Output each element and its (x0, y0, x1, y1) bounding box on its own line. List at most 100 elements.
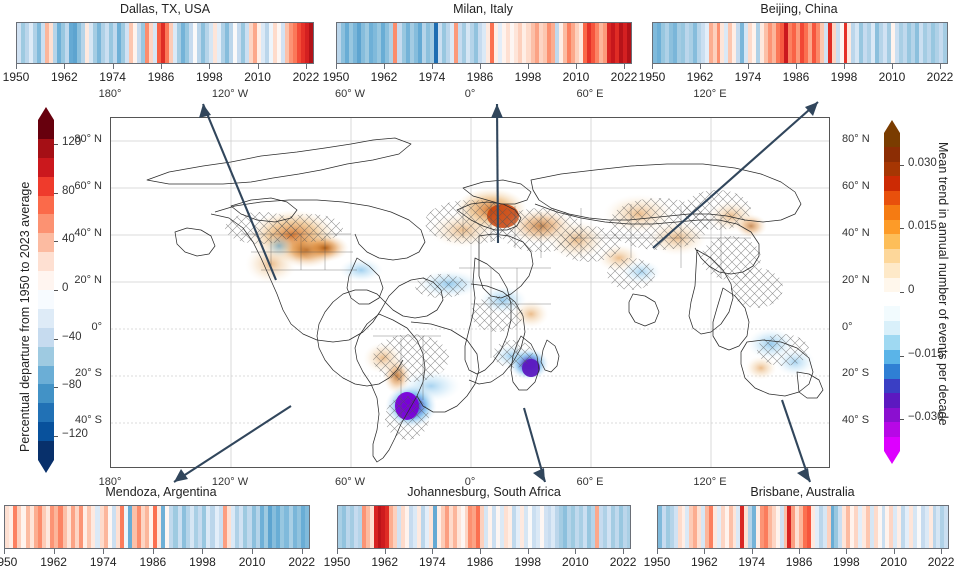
stripe-year (574, 23, 579, 63)
warming-stripes-johannesburg[interactable] (337, 505, 631, 549)
colorbar-swatch (38, 138, 54, 158)
stripe-year (736, 506, 741, 548)
stripe-year (177, 506, 182, 548)
year-tick-mark (575, 549, 577, 554)
stripe-year (744, 506, 749, 548)
stripe-year (811, 23, 816, 63)
stripe-year (909, 506, 913, 548)
stripe-year (610, 506, 615, 548)
stripe-year (277, 23, 281, 63)
warming-stripes-brisbane[interactable] (657, 505, 949, 549)
year-tick-label: 1950 (2, 70, 30, 84)
stripe-year (795, 23, 800, 63)
stripe-year (276, 506, 281, 548)
stripe-year (249, 23, 253, 63)
stripe-year (518, 23, 523, 63)
stripe-year (891, 23, 896, 63)
stripe-year (772, 23, 777, 63)
stripe-year (405, 23, 410, 63)
stripe-year (488, 506, 493, 548)
stripe-year (701, 506, 706, 548)
stripe-year (559, 506, 564, 548)
year-tick-label: 1998 (833, 555, 860, 569)
stripe-year (843, 23, 848, 63)
stripe-year (206, 506, 211, 548)
stripe-year (120, 506, 125, 548)
world-map[interactable] (110, 117, 830, 468)
stripe-year (697, 506, 702, 548)
stripe-year (221, 23, 225, 63)
year-tick-mark (4, 549, 5, 554)
map-country-borders (241, 202, 751, 418)
year-tick-label: 2022 (610, 70, 638, 84)
stripe-year (95, 506, 100, 548)
stripe-year (615, 23, 620, 63)
stripe-year (218, 506, 223, 548)
colorbar-swatch (884, 219, 900, 235)
year-tick-mark (527, 549, 529, 554)
stripe-year (905, 506, 909, 548)
stripe-year (869, 506, 874, 548)
stripe-year (381, 23, 386, 63)
stripe-year (901, 506, 906, 548)
lon-tick-label: 120° E (693, 476, 727, 488)
year-tick-mark (623, 549, 625, 554)
stripe-year (263, 506, 268, 548)
colorbar-tick (900, 228, 904, 230)
stripe-year (137, 23, 141, 63)
stripe-year (838, 506, 843, 548)
stripe-year (546, 23, 551, 63)
stripe-year (428, 506, 433, 548)
stripe-year (883, 23, 888, 63)
stripe-year (105, 23, 109, 63)
stripe-year (161, 506, 166, 548)
stripe-year (930, 23, 935, 63)
warming-stripes-mendoza[interactable] (4, 505, 310, 549)
stripe-year-axis: 1950 1962 1974 1986 1998 2010 2022 (323, 64, 637, 88)
stripe-year (599, 23, 604, 63)
stripe-year (855, 23, 860, 63)
colorbar-tick (54, 435, 58, 437)
stripe-year (89, 23, 93, 63)
stripe-year (449, 23, 454, 63)
stripe-year (288, 506, 293, 548)
stripe-year (433, 23, 438, 63)
colorbar-swatch (38, 120, 54, 139)
stripe-year (791, 506, 796, 548)
stripe-year (526, 23, 531, 63)
stripe-year (464, 506, 469, 548)
year-tick-mark (432, 64, 433, 69)
stripe-year (29, 23, 33, 63)
colorbar-swatch (38, 308, 54, 328)
colorbar-tick-label: −40 (62, 330, 82, 343)
colorbar-swatch (884, 422, 900, 437)
stripe-year (468, 506, 473, 548)
stripe-year (261, 23, 265, 63)
stripe-year (78, 506, 84, 548)
colorbar-swatch (38, 157, 54, 177)
year-tick-label: 2022 (288, 555, 316, 569)
stripe-year (712, 23, 717, 63)
colorbar-right: 0.030 0.015 0 −0.015 −0.030 (884, 120, 944, 464)
stripe-year (554, 23, 559, 63)
lat-tick-label: 40° N (842, 227, 870, 239)
colorbar-swatch (884, 133, 900, 148)
stripe-year (530, 23, 535, 63)
stripe-year (369, 506, 374, 548)
stripe-year (482, 23, 487, 63)
stripe-year (914, 23, 919, 63)
stripe-year (87, 506, 92, 548)
warming-stripes-milan[interactable] (336, 22, 632, 64)
lon-tick-label: 120° W (211, 476, 249, 488)
stripe-year (819, 23, 824, 63)
stripe-year (618, 506, 623, 548)
stripe-year (912, 506, 917, 548)
year-tick-label: 1998 (514, 70, 542, 84)
colorbar-swatch (884, 436, 900, 451)
stripe-year (752, 506, 757, 548)
year-tick-mark (652, 64, 653, 69)
stripe-title: Dallas, TX, USA (119, 2, 211, 16)
warming-stripes-dallas[interactable] (16, 22, 314, 64)
stripe-year (99, 506, 104, 548)
warming-stripes-beijing[interactable] (652, 22, 948, 64)
